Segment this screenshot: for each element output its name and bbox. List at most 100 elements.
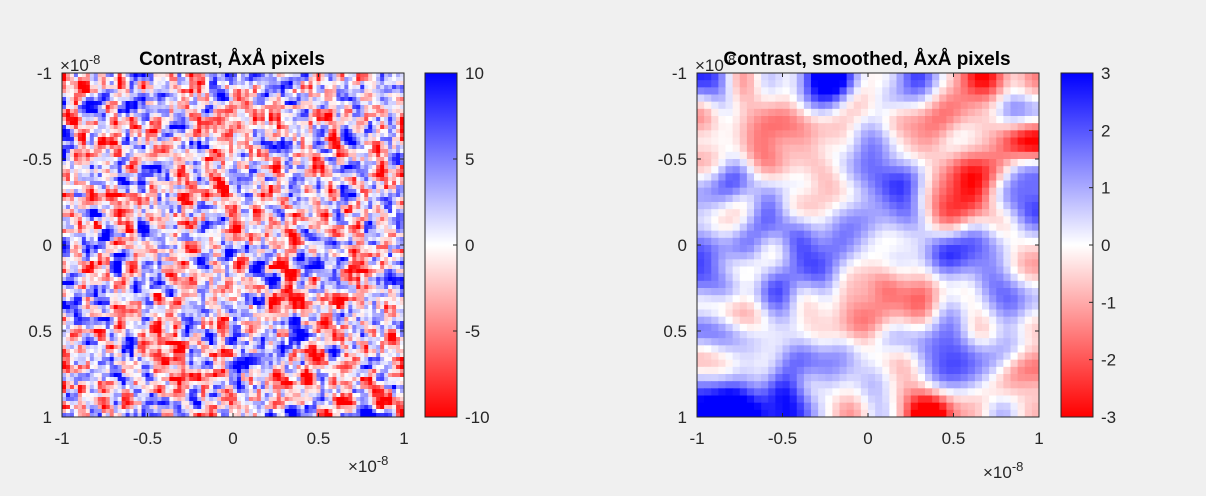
heatmap-cell xyxy=(149,125,155,130)
heatmap-cell xyxy=(177,105,182,110)
heatmap-cell xyxy=(316,257,322,262)
heatmap-cell xyxy=(109,157,115,162)
heatmap-cell xyxy=(153,105,159,110)
heatmap-cell xyxy=(165,209,170,214)
heatmap-cell xyxy=(324,109,330,114)
heatmap-cell xyxy=(141,237,147,242)
heatmap-cell xyxy=(141,257,147,262)
heatmap-cell xyxy=(173,77,178,82)
heatmap-cell xyxy=(396,189,401,194)
heatmap-cell xyxy=(93,141,99,146)
heatmap-cell xyxy=(161,129,166,134)
heatmap-cell xyxy=(62,197,67,202)
heatmap-cell xyxy=(225,277,230,282)
heatmap-cell xyxy=(240,193,246,198)
heatmap-cell xyxy=(276,157,282,162)
heatmap-cell xyxy=(312,89,318,94)
heatmap-cell xyxy=(260,85,266,90)
heatmap-cell xyxy=(264,253,270,258)
heatmap-cell xyxy=(205,297,210,302)
heatmap-cell xyxy=(252,281,258,286)
heatmap-cell xyxy=(205,221,210,226)
heatmap-cell xyxy=(149,201,155,206)
heatmap-cell xyxy=(316,293,322,298)
heatmap-cell xyxy=(240,181,246,186)
heatmap-cell xyxy=(89,125,95,130)
heatmap-cell xyxy=(296,137,302,142)
heatmap-cell xyxy=(268,253,274,258)
heatmap-cell xyxy=(149,97,155,102)
heatmap-cell xyxy=(165,181,170,186)
heatmap-cell xyxy=(105,281,111,286)
heatmap-cell xyxy=(109,205,115,210)
heatmap-cell xyxy=(296,185,302,190)
heatmap-cell xyxy=(344,165,349,170)
heatmap-cell xyxy=(217,169,222,174)
heatmap-cell xyxy=(141,277,147,282)
heatmap-cell xyxy=(65,157,71,162)
heatmap-cell xyxy=(308,257,314,262)
heatmap-cell xyxy=(244,269,250,274)
heatmap-cell xyxy=(356,85,361,90)
heatmap-cell xyxy=(376,285,381,290)
heatmap-cell xyxy=(205,137,210,142)
heatmap-cell xyxy=(268,113,274,118)
heatmap-cell xyxy=(69,181,75,186)
heatmap-cell xyxy=(113,109,119,114)
heatmap-cell xyxy=(153,121,159,126)
heatmap-cell xyxy=(300,273,306,278)
heatmap-cell xyxy=(332,169,337,174)
heatmap-cell xyxy=(296,125,302,130)
heatmap-cell xyxy=(372,189,377,194)
heatmap-cell xyxy=(225,93,230,98)
heatmap-cell xyxy=(308,145,314,150)
heatmap-cell xyxy=(392,213,397,218)
heatmap-cell xyxy=(209,89,214,94)
heatmap-cell xyxy=(348,301,353,306)
heatmap-cell xyxy=(312,205,318,210)
heatmap-cell xyxy=(304,285,310,290)
heatmap-cell xyxy=(400,125,404,130)
heatmap-cell xyxy=(165,177,170,182)
heatmap-cell xyxy=(185,157,190,162)
heatmap-cell xyxy=(272,121,278,126)
heatmap-cell xyxy=(364,113,369,118)
heatmap-cell xyxy=(316,125,322,130)
heatmap-cell xyxy=(380,101,385,106)
heatmap-cell xyxy=(117,249,123,254)
heatmap-cell xyxy=(240,209,246,214)
heatmap-cell xyxy=(312,249,318,254)
heatmap-cell xyxy=(65,145,71,150)
heatmap-cell xyxy=(340,117,345,122)
heatmap-cell xyxy=(332,241,337,246)
heatmap-cell xyxy=(260,249,266,254)
heatmap-cell xyxy=(145,297,151,302)
heatmap-cell xyxy=(109,189,115,194)
heatmap-cell xyxy=(225,265,230,270)
heatmap-cell xyxy=(392,185,397,190)
heatmap-cell xyxy=(65,185,71,190)
heatmap-cell xyxy=(344,149,349,154)
heatmap-cell xyxy=(292,189,298,194)
heatmap-cell xyxy=(145,161,151,166)
heatmap-cell xyxy=(364,173,369,178)
heatmap-cell xyxy=(169,149,174,154)
heatmap-cell xyxy=(121,217,127,222)
heatmap-cell xyxy=(356,181,361,186)
heatmap-cell xyxy=(300,89,306,94)
heatmap-cell xyxy=(177,133,182,138)
heatmap-cell xyxy=(356,169,361,174)
heatmap-cell xyxy=(217,185,222,190)
heatmap-cell xyxy=(193,121,198,126)
heatmap-cell xyxy=(221,153,226,158)
heatmap-cell xyxy=(157,257,163,262)
heatmap-cell xyxy=(360,101,365,106)
heatmap-cell xyxy=(137,285,143,290)
heatmap-cell xyxy=(268,97,274,102)
heatmap-cell xyxy=(244,177,250,182)
heatmap-cell xyxy=(69,97,75,102)
heatmap-cell xyxy=(280,133,286,138)
heatmap-cell xyxy=(185,181,190,186)
heatmap-cell xyxy=(236,97,242,102)
heatmap-cell xyxy=(77,261,83,266)
